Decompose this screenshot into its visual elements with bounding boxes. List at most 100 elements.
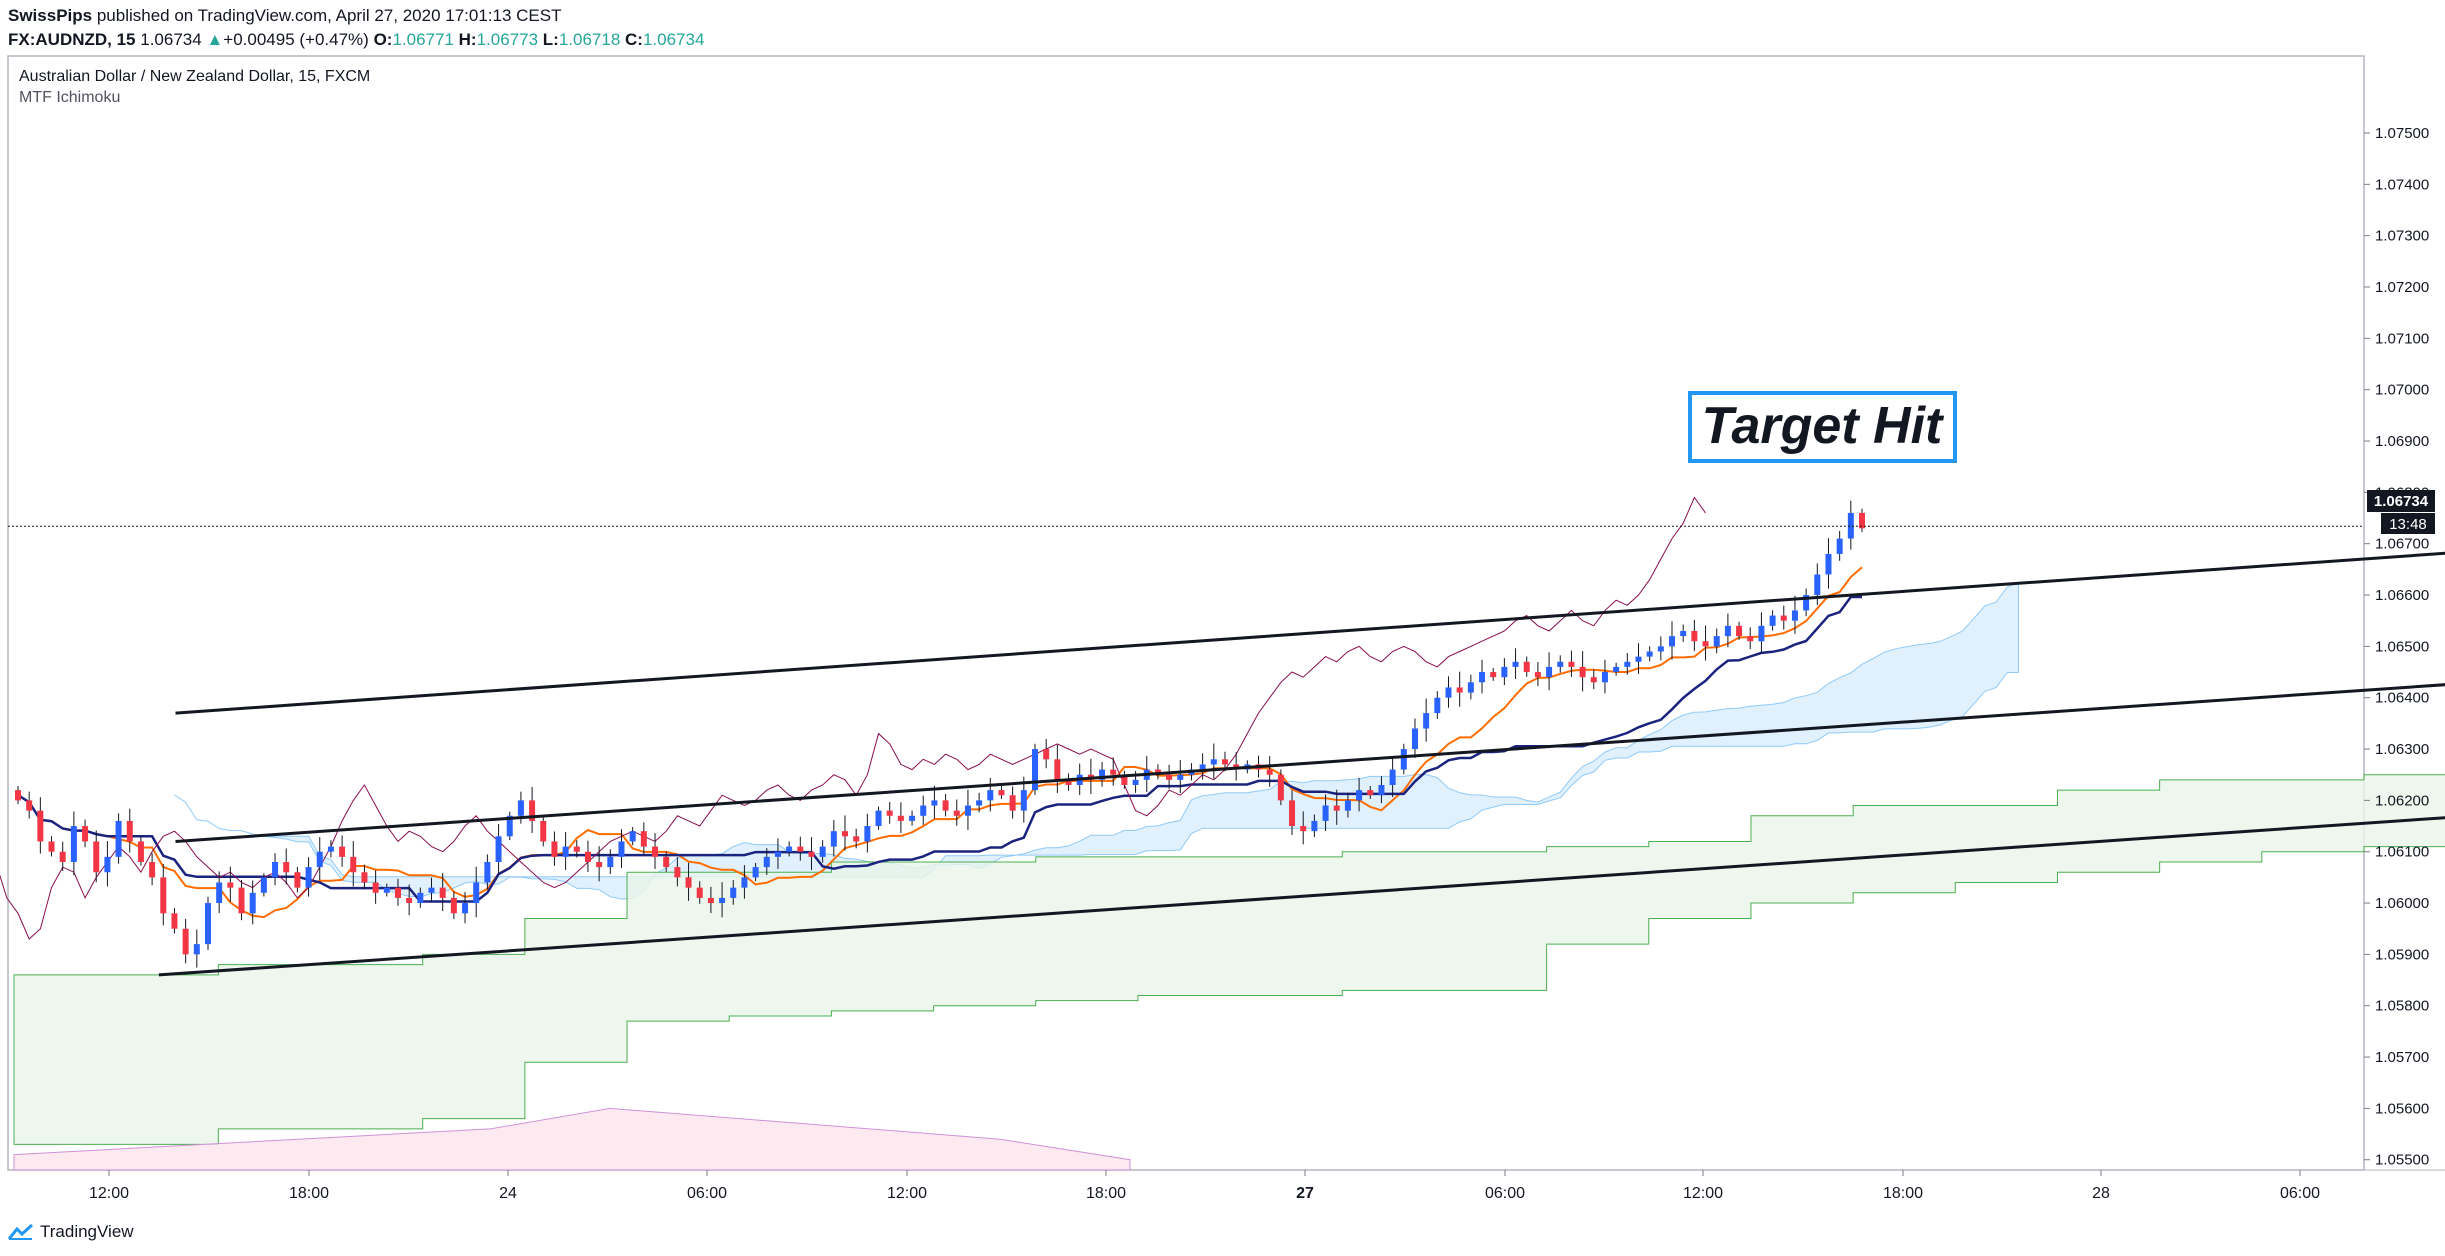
candle-body[interactable]: [1467, 682, 1474, 693]
candle-body[interactable]: [26, 800, 33, 811]
candle-body[interactable]: [82, 826, 89, 842]
candlesticks[interactable]: [15, 500, 1865, 968]
candle-body[interactable]: [1836, 538, 1843, 554]
candle-body[interactable]: [596, 861, 603, 868]
candle-body[interactable]: [15, 790, 21, 801]
candle-body[interactable]: [797, 846, 804, 852]
candle-body[interactable]: [1557, 661, 1564, 667]
candle-body[interactable]: [1691, 630, 1698, 642]
channel-line[interactable]: [175, 580, 2445, 843]
candle-body[interactable]: [685, 877, 692, 888]
candle-body[interactable]: [853, 836, 860, 842]
candle-body[interactable]: [663, 856, 670, 868]
candle-body[interactable]: [70, 826, 77, 862]
candle-body[interactable]: [227, 882, 234, 888]
candle-body[interactable]: [193, 944, 200, 955]
candle-body[interactable]: [182, 928, 189, 955]
author-name[interactable]: SwissPips: [8, 6, 93, 25]
candle-body[interactable]: [260, 877, 267, 893]
candle-body[interactable]: [115, 820, 122, 857]
candle-body[interactable]: [752, 867, 759, 878]
candle-body[interactable]: [1065, 779, 1072, 785]
candle-body[interactable]: [1266, 769, 1273, 775]
candle-body[interactable]: [1031, 749, 1038, 791]
candle-body[interactable]: [1702, 641, 1709, 647]
channel-line[interactable]: [175, 446, 2445, 715]
tradingview-logo-icon[interactable]: [8, 1224, 34, 1240]
candle-body[interactable]: [808, 851, 815, 857]
candle-body[interactable]: [1534, 672, 1541, 678]
candle-body[interactable]: [1646, 651, 1653, 657]
candle-body[interactable]: [1546, 666, 1553, 678]
candle-body[interactable]: [1043, 749, 1050, 760]
candle-body[interactable]: [517, 800, 524, 816]
candle-body[interactable]: [1579, 666, 1586, 678]
candle-body[interactable]: [942, 800, 949, 811]
candle-body[interactable]: [160, 877, 167, 914]
candle-body[interactable]: [1613, 666, 1620, 673]
candle-body[interactable]: [1769, 615, 1776, 626]
candle-body[interactable]: [1601, 672, 1608, 683]
candle-body[interactable]: [1210, 759, 1217, 765]
candle-body[interactable]: [216, 882, 223, 904]
candle-body[interactable]: [819, 846, 826, 857]
candle-body[interactable]: [238, 887, 245, 914]
candle-body[interactable]: [1221, 759, 1228, 765]
candle-body[interactable]: [1121, 774, 1128, 785]
candle-body[interactable]: [573, 846, 580, 852]
channel-line[interactable]: [158, 713, 2445, 977]
candle-body[interactable]: [149, 861, 156, 878]
candle-body[interactable]: [126, 820, 133, 842]
candle-body[interactable]: [1780, 615, 1787, 621]
candle-body[interactable]: [1356, 790, 1363, 801]
candle-body[interactable]: [584, 851, 591, 862]
candle-body[interactable]: [383, 887, 390, 893]
candle-body[interactable]: [529, 800, 536, 821]
candle-body[interactable]: [1445, 687, 1452, 698]
candle-body[interactable]: [439, 887, 446, 898]
candle-body[interactable]: [406, 897, 413, 904]
candle-body[interactable]: [1847, 512, 1854, 539]
candle-body[interactable]: [909, 815, 916, 821]
candle-body[interactable]: [607, 856, 614, 868]
candle-body[interactable]: [204, 903, 211, 945]
candle-body[interactable]: [707, 897, 714, 904]
candle-body[interactable]: [1378, 784, 1385, 796]
candle-body[interactable]: [1724, 625, 1731, 637]
candle-body[interactable]: [1713, 636, 1720, 647]
candle-body[interactable]: [1411, 728, 1418, 750]
price-axis[interactable]: 1.07500 1.07400 1.07300 1.07200 1.07100 1.070…: [2364, 125, 2429, 1169]
candle-body[interactable]: [964, 805, 971, 816]
candle-body[interactable]: [428, 887, 435, 893]
candle-body[interactable]: [1300, 826, 1307, 832]
candle-body[interactable]: [1568, 661, 1575, 667]
candle-body[interactable]: [372, 882, 379, 893]
candle-body[interactable]: [1400, 749, 1407, 770]
candle-body[interactable]: [1322, 805, 1329, 821]
candle-body[interactable]: [1166, 774, 1173, 780]
candle-body[interactable]: [462, 903, 469, 914]
candle-body[interactable]: [875, 810, 882, 827]
candle-body[interactable]: [741, 877, 748, 888]
candle-body[interactable]: [294, 872, 301, 888]
candle-body[interactable]: [1199, 764, 1206, 770]
candle-body[interactable]: [1311, 820, 1318, 832]
candle-body[interactable]: [551, 841, 558, 857]
candle-body[interactable]: [417, 892, 424, 904]
candle-body[interactable]: [59, 851, 66, 862]
candle-body[interactable]: [1758, 625, 1765, 642]
candle-body[interactable]: [104, 856, 111, 873]
candle-body[interactable]: [327, 846, 334, 852]
symbol-label[interactable]: FX:AUDNZD, 15: [8, 30, 136, 49]
candle-body[interactable]: [562, 846, 569, 857]
candle-body[interactable]: [987, 790, 994, 801]
candle-body[interactable]: [495, 836, 502, 862]
target-hit-label[interactable]: Target Hit: [1688, 391, 1957, 463]
candle-body[interactable]: [1423, 713, 1430, 729]
candle-body[interactable]: [640, 831, 647, 847]
candle-body[interactable]: [652, 846, 659, 857]
candle-body[interactable]: [774, 851, 781, 857]
candle-body[interactable]: [93, 841, 100, 873]
candle-body[interactable]: [674, 867, 681, 878]
